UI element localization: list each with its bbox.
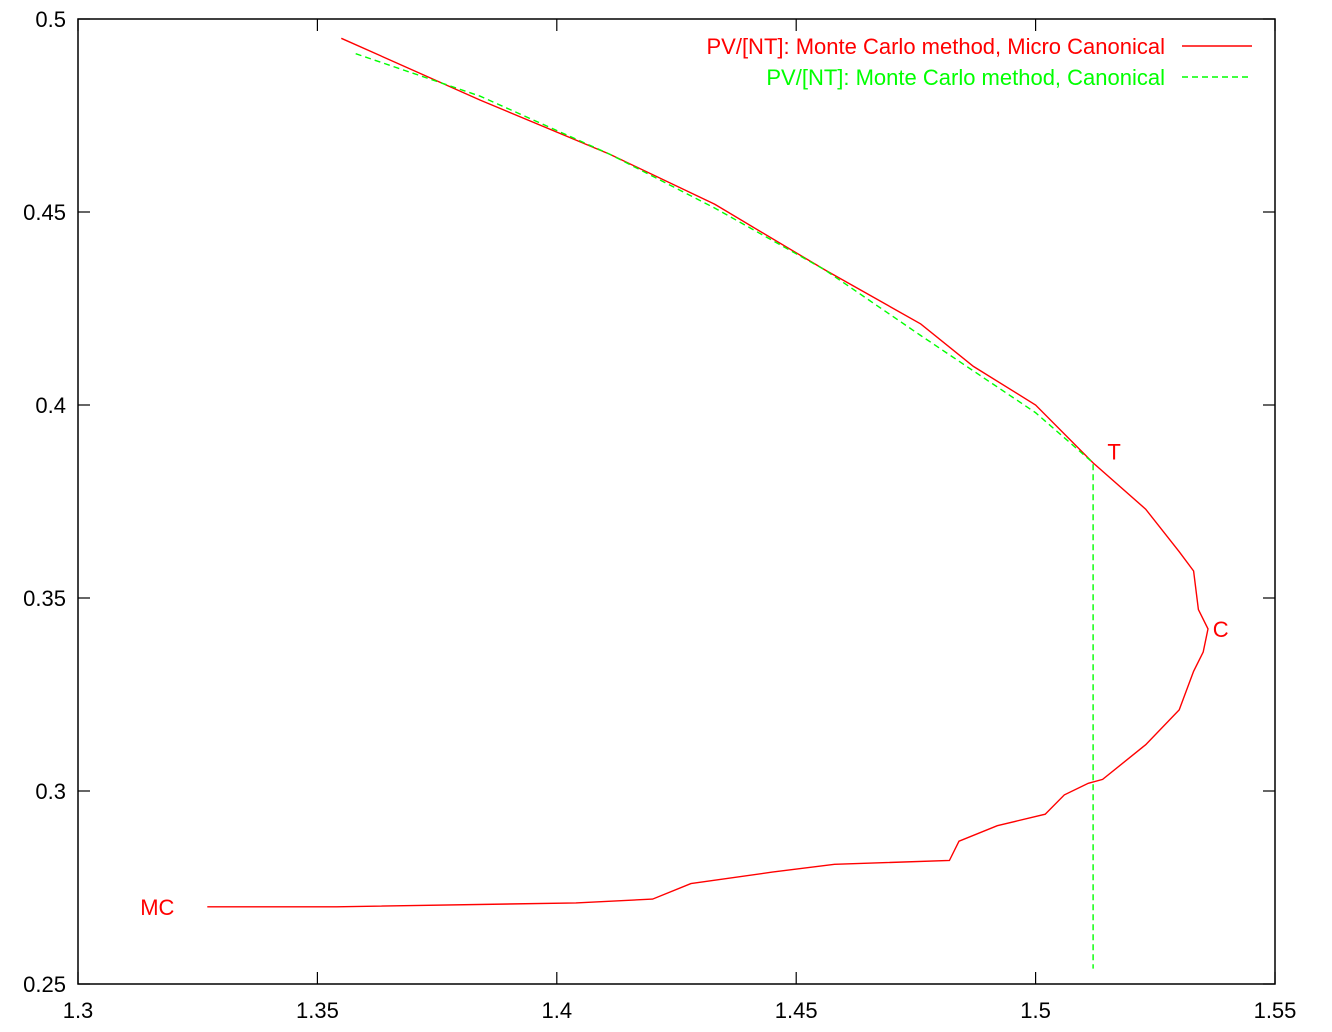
- x-tick-label: 1.5: [1020, 998, 1051, 1023]
- legend: PV/[NT]: Monte Carlo method, Micro Canon…: [706, 34, 1252, 90]
- y-tick-label: 0.4: [35, 393, 66, 418]
- x-tick-labels: 1.3 1.35 1.4 1.45 1.5 1.55: [63, 998, 1297, 1023]
- series-line-micro-canonical: [207, 37, 1209, 908]
- annotation-label: MC: [140, 895, 174, 920]
- plot-frame: [77, 18, 1276, 985]
- x-tick-label: 1.55: [1254, 998, 1297, 1023]
- annotation-label: C: [1213, 617, 1229, 642]
- legend-label: PV/[NT]: Monte Carlo method, Micro Canon…: [706, 34, 1165, 59]
- annotations: T C MC: [140, 439, 1229, 919]
- legend-label: PV/[NT]: Monte Carlo method, Canonical: [766, 65, 1165, 90]
- y-tick-label: 0.45: [23, 200, 66, 225]
- x-tick-label: 1.4: [542, 998, 573, 1023]
- y-tick-label: 0.5: [35, 7, 66, 32]
- annotation-label: T: [1107, 439, 1120, 464]
- y-tick-label: 0.3: [35, 779, 66, 804]
- y-tick-label: 0.35: [23, 586, 66, 611]
- series-line-canonical: [355, 53, 1094, 969]
- y-tick-label: 0.25: [23, 972, 66, 997]
- y-tick-labels: 0.25 0.3 0.35 0.4 0.45 0.5: [23, 7, 66, 997]
- x-tick-label: 1.45: [775, 998, 818, 1023]
- x-tick-label: 1.3: [63, 998, 94, 1023]
- x-tick-label: 1.35: [296, 998, 339, 1023]
- axis-ticks: [77, 18, 1276, 985]
- series-lines: [207, 37, 1209, 969]
